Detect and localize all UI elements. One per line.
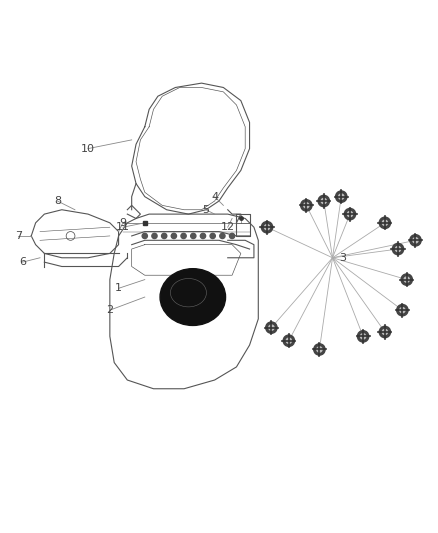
Circle shape xyxy=(336,191,347,203)
Circle shape xyxy=(379,217,391,229)
Text: 4: 4 xyxy=(211,192,218,201)
Text: 7: 7 xyxy=(14,231,22,241)
Circle shape xyxy=(200,233,205,239)
Circle shape xyxy=(230,233,235,239)
Circle shape xyxy=(314,344,325,355)
Circle shape xyxy=(379,326,391,338)
Circle shape xyxy=(382,220,388,225)
Circle shape xyxy=(382,329,388,335)
Circle shape xyxy=(269,325,274,330)
Circle shape xyxy=(142,233,148,239)
Circle shape xyxy=(410,235,421,246)
Circle shape xyxy=(396,246,401,252)
Circle shape xyxy=(317,347,322,352)
Ellipse shape xyxy=(160,269,226,326)
Circle shape xyxy=(413,238,418,243)
Text: 5: 5 xyxy=(202,205,209,215)
Text: 12: 12 xyxy=(221,222,235,232)
Circle shape xyxy=(400,308,405,313)
Text: 9: 9 xyxy=(120,218,127,228)
Circle shape xyxy=(191,233,196,239)
Circle shape xyxy=(152,233,157,239)
Circle shape xyxy=(357,330,369,342)
Circle shape xyxy=(286,338,291,343)
Circle shape xyxy=(347,212,353,217)
Text: 3: 3 xyxy=(339,253,346,263)
Text: 11: 11 xyxy=(116,222,130,232)
Circle shape xyxy=(266,322,277,333)
Circle shape xyxy=(339,194,344,199)
Circle shape xyxy=(210,233,215,239)
Circle shape xyxy=(220,233,225,239)
Circle shape xyxy=(344,208,356,220)
Circle shape xyxy=(321,198,326,204)
Circle shape xyxy=(392,244,404,255)
Circle shape xyxy=(300,200,312,211)
Text: 6: 6 xyxy=(19,257,26,267)
Text: 1: 1 xyxy=(115,284,122,293)
Circle shape xyxy=(304,203,309,208)
Text: 2: 2 xyxy=(106,305,113,315)
Circle shape xyxy=(171,233,177,239)
Text: 8: 8 xyxy=(54,196,61,206)
Circle shape xyxy=(397,304,408,316)
Circle shape xyxy=(401,274,413,285)
Circle shape xyxy=(360,334,366,339)
Circle shape xyxy=(318,195,329,207)
Circle shape xyxy=(283,335,294,346)
Circle shape xyxy=(162,233,167,239)
Circle shape xyxy=(181,233,186,239)
Circle shape xyxy=(404,277,410,282)
Circle shape xyxy=(265,224,270,230)
Circle shape xyxy=(261,222,273,233)
Text: 10: 10 xyxy=(81,143,95,154)
